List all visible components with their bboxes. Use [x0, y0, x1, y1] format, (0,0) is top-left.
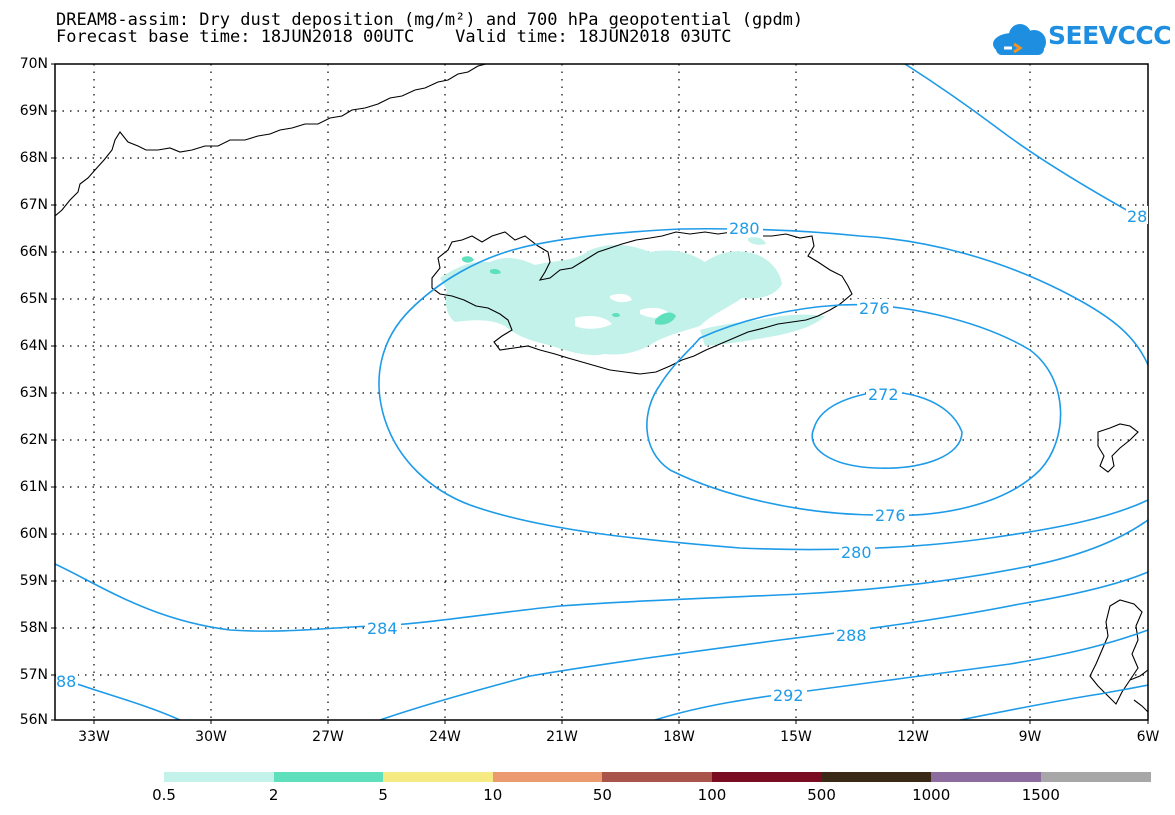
lon-label: 15W — [780, 729, 812, 745]
colorbar-label: 0.5 — [152, 786, 176, 804]
contour-label-280-bottom: 280 — [841, 543, 872, 562]
contour-label-276-top: 276 — [859, 299, 890, 318]
colorbar-segment — [712, 772, 823, 782]
lat-label: 63N — [19, 385, 48, 401]
coastlines — [55, 64, 1148, 713]
lon-label: 6W — [1136, 729, 1160, 745]
lat-label: 64N — [19, 338, 48, 354]
lat-label: 66N — [19, 244, 48, 260]
lat-label: 61N — [19, 479, 48, 495]
lat-label: 57N — [19, 667, 48, 683]
lat-label: 69N — [19, 103, 48, 119]
lon-label: 12W — [897, 729, 929, 745]
colorbar-label: 1000 — [912, 786, 951, 804]
lon-label: 9W — [1018, 729, 1042, 745]
map-title: DREAM8-assim: Dry dust deposition (mg/m²… — [56, 10, 804, 30]
lat-label: 56N — [19, 712, 48, 728]
colorbar-segment — [492, 772, 603, 782]
colorbar-segment — [931, 772, 1042, 782]
colorbar-segment — [1040, 772, 1151, 782]
latitude-gridlines — [55, 110, 1148, 676]
lon-label: 27W — [312, 729, 344, 745]
colorbar-label: 50 — [592, 786, 612, 804]
colorbar-label: 500 — [807, 786, 836, 804]
colorbar-segment — [164, 772, 275, 782]
colorbar-segment — [273, 772, 384, 782]
contour-label-288: 288 — [836, 626, 867, 645]
colorbar-label: 2 — [268, 786, 279, 804]
lat-label: 67N — [19, 197, 48, 213]
colorbar-label: 1500 — [1021, 786, 1060, 804]
contour-label-276-bottom: 276 — [875, 506, 906, 525]
lon-label: 33W — [78, 729, 110, 745]
lat-label: 68N — [19, 150, 48, 166]
lon-label: 18W — [663, 729, 695, 745]
tick-marks — [51, 63, 1149, 724]
lat-label: 70N — [19, 56, 48, 72]
lat-label: 62N — [19, 432, 48, 448]
colorbar-segment — [383, 772, 494, 782]
contour-label-292: 292 — [773, 686, 804, 705]
contour-label-280-top: 280 — [729, 219, 760, 238]
lon-label: 30W — [195, 729, 227, 745]
lon-label: 21W — [546, 729, 578, 745]
colorbar-label: 100 — [697, 786, 727, 804]
lat-label: 58N — [19, 620, 48, 636]
colorbar-label: 5 — [378, 786, 388, 804]
contour-label-272: 272 — [868, 385, 899, 404]
seevccc-logo — [993, 24, 1046, 55]
lat-label: 60N — [19, 526, 48, 542]
colorbar-segment — [602, 772, 713, 782]
lat-label: 59N — [19, 573, 48, 589]
logo-text: SEEVCCC — [1048, 21, 1172, 50]
lon-label: 24W — [429, 729, 461, 745]
map-subtitle-times: Forecast base time: 18JUN2018 00UTC Vali… — [56, 27, 732, 47]
contour-label-284: 284 — [367, 619, 398, 638]
lat-label: 65N — [19, 291, 48, 307]
cloud-icon — [993, 24, 1046, 55]
contour-label-28-right: 28 — [1127, 207, 1147, 226]
map-frame — [54, 63, 1149, 721]
geopotential-contours — [55, 64, 1148, 720]
dust-deposition-shading — [440, 237, 825, 356]
contour-label-88-left: 88 — [56, 672, 76, 691]
colorbar-segment — [821, 772, 932, 782]
colorbar-label: 10 — [483, 786, 503, 804]
